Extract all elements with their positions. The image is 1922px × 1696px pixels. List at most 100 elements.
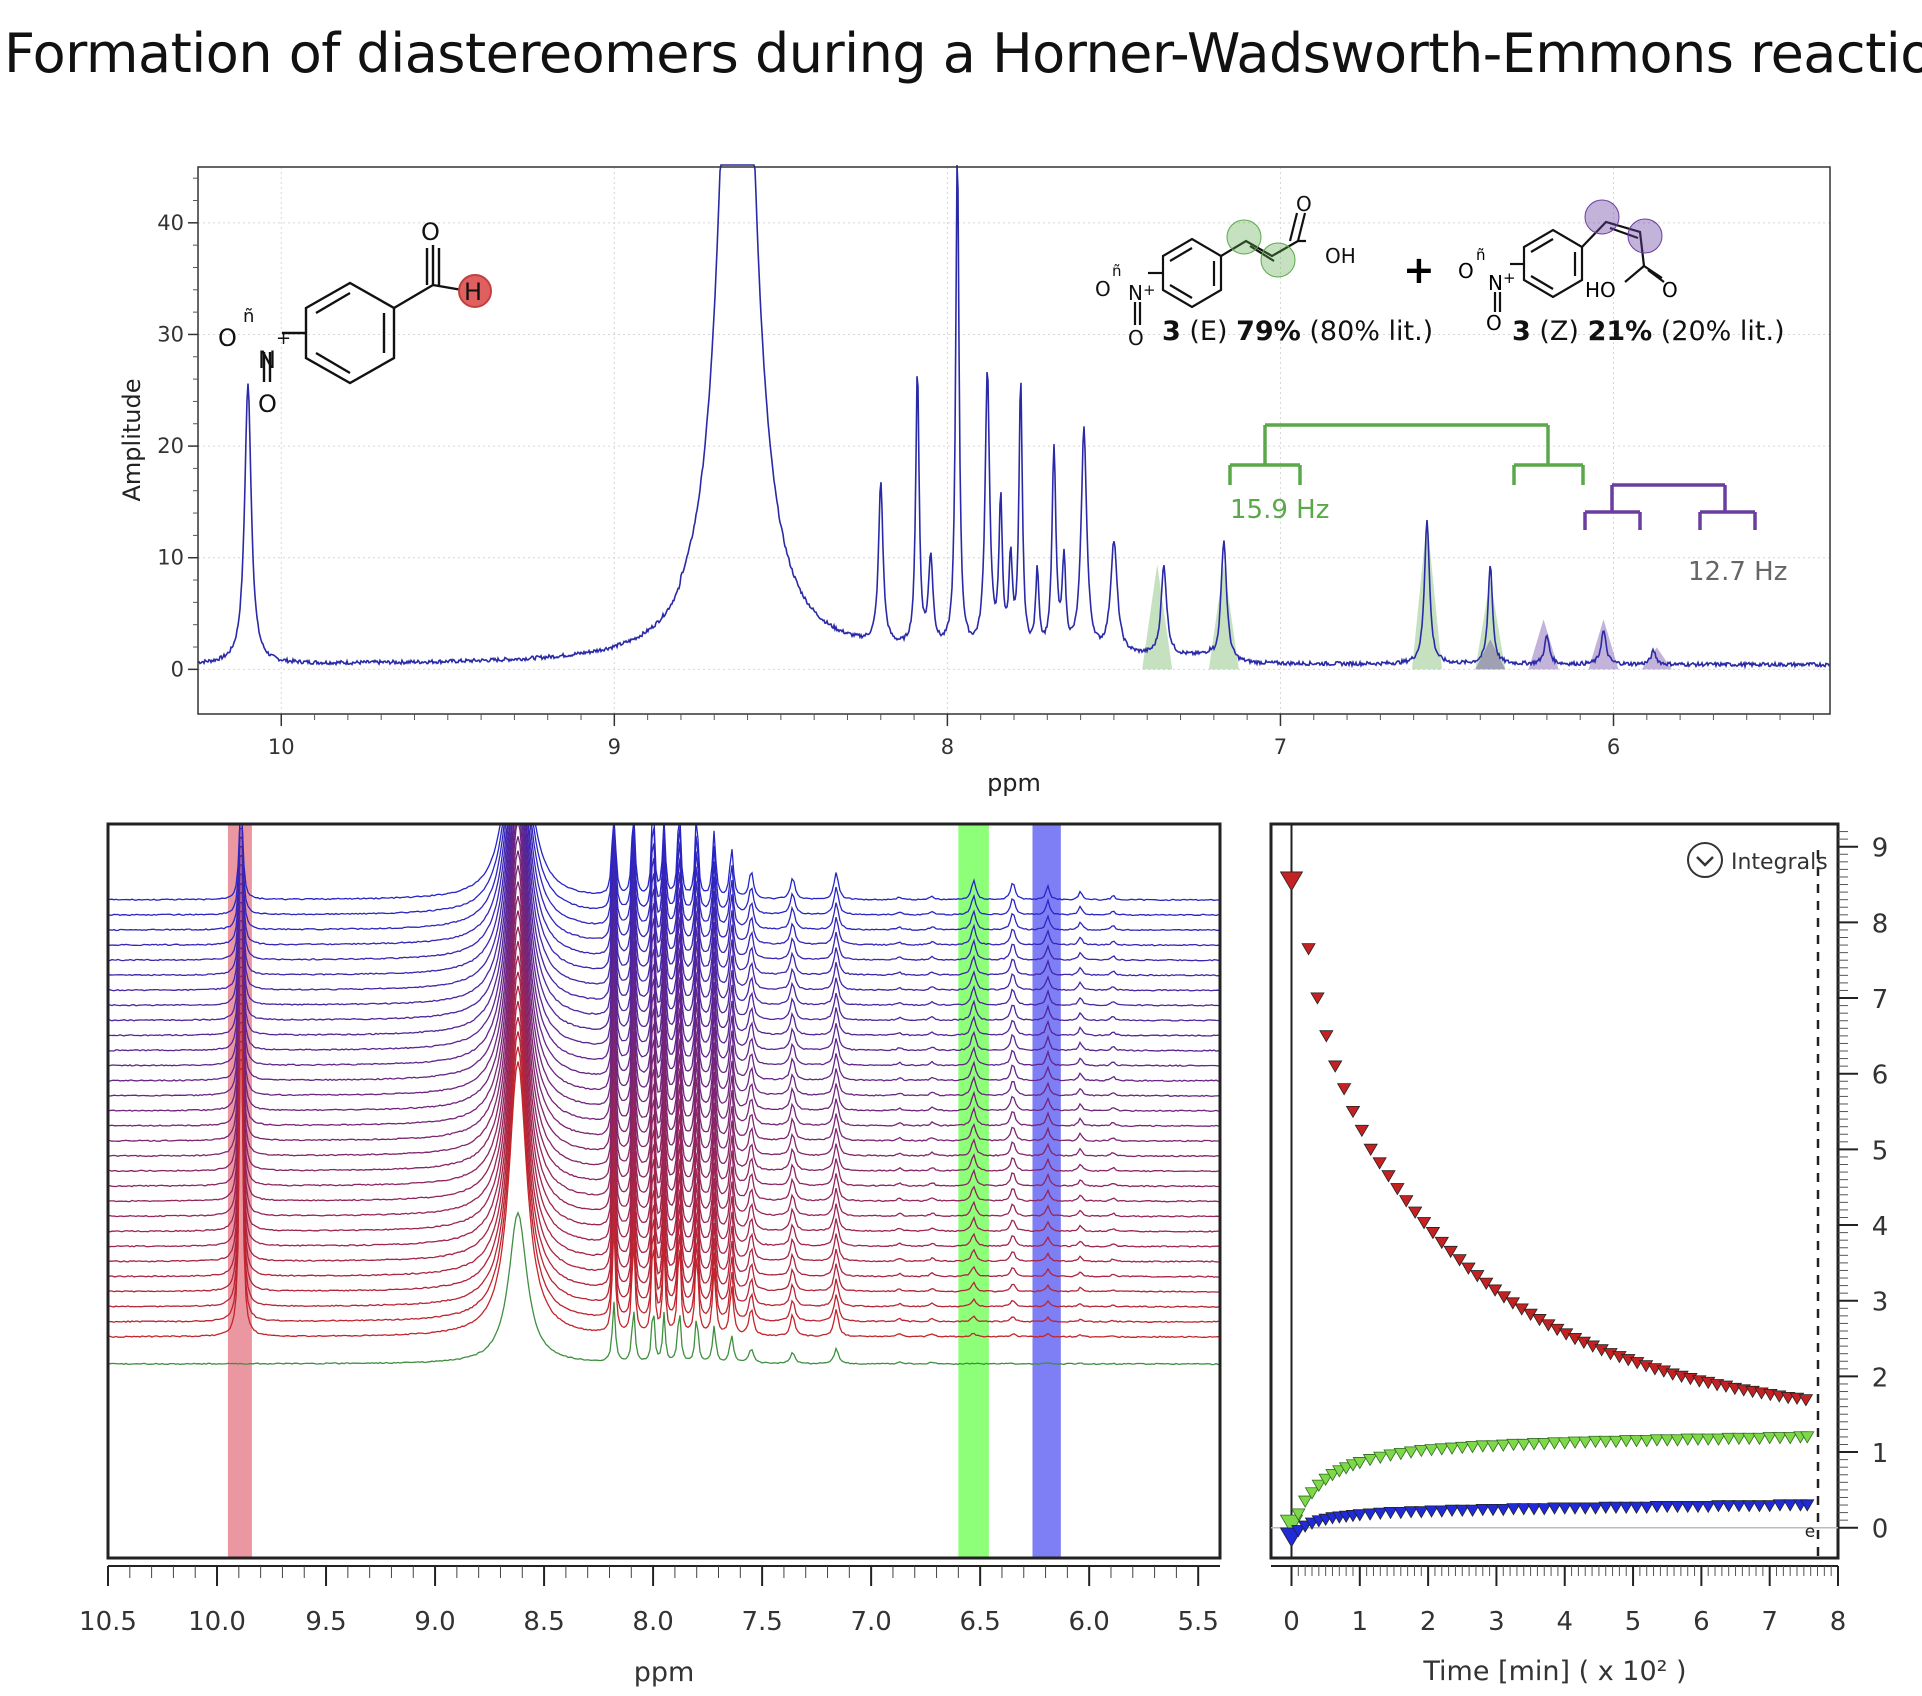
kinetics-point-red xyxy=(1656,1365,1672,1378)
e-isomer-peak-fill xyxy=(1475,579,1506,670)
kinetics-point-red xyxy=(1683,1373,1698,1386)
z-isomer-structure xyxy=(1493,220,1665,312)
kinetics-y-axis: 0 1 2 3 4 5 6 7 8 9 xyxy=(1838,831,1889,1545)
kinetics-point-blue xyxy=(1403,1506,1419,1519)
kinetics-point-green xyxy=(1578,1436,1593,1449)
chevron-down-glyph xyxy=(1696,856,1714,867)
spectrum-trace xyxy=(108,1046,1220,1324)
svg-text:3 (Z) 21% (20% lit.): 3 (Z) 21% (20% lit.) xyxy=(1512,316,1785,347)
kinetics-point-red xyxy=(1585,1340,1600,1353)
kinetics-point-red xyxy=(1345,1105,1361,1119)
kinetics-point-green xyxy=(1741,1432,1757,1446)
integration-band-blue xyxy=(1032,824,1061,1558)
chevron-down-icon[interactable] xyxy=(1687,842,1723,878)
kinetics-point-blue xyxy=(1701,1500,1716,1514)
kinetics-point-blue xyxy=(1619,1501,1634,1514)
kinetics-point-red xyxy=(1310,992,1325,1005)
kinetics-point-blue xyxy=(1547,1502,1562,1515)
e-isomer-atom-labels: O OH N + O O ñ xyxy=(1095,192,1356,350)
svg-text:O: O xyxy=(258,390,277,418)
top-x-tick-label: 9 xyxy=(608,735,621,759)
e-isomer-structure xyxy=(1133,212,1307,325)
spectrum-trace xyxy=(108,836,1220,1113)
kinetics-point-green xyxy=(1318,1473,1333,1486)
kinetics-point-blue xyxy=(1414,1506,1429,1519)
kinetics-point-green xyxy=(1383,1449,1398,1462)
spectrum-trace xyxy=(108,926,1220,1203)
kinetics-point-green xyxy=(1444,1442,1460,1455)
kinetics-point-green xyxy=(1297,1495,1313,1508)
aldehyde-h-highlight xyxy=(458,274,492,308)
kinetics-point-blue xyxy=(1670,1500,1685,1514)
kinetics-point-green xyxy=(1547,1437,1562,1450)
kinetics-point-blue xyxy=(1567,1502,1583,1515)
kinetics-point-red xyxy=(1727,1382,1743,1396)
kinetics-point-blue xyxy=(1485,1503,1501,1517)
kinetics-point-blue xyxy=(1297,1520,1313,1533)
kinetics-point-blue xyxy=(1578,1502,1593,1515)
kinetics-x-tick-label: 6 xyxy=(1693,1607,1710,1637)
kinetics-point-blue xyxy=(1475,1503,1490,1517)
kinetics-point-red xyxy=(1434,1236,1449,1250)
kinetics-y-tick-label: 2 xyxy=(1872,1363,1889,1393)
z-isomer-atom-labels: HO O N + O O ñ xyxy=(1458,246,1678,335)
kinetics-point-green xyxy=(1557,1437,1572,1450)
svg-text:ñ: ñ xyxy=(243,306,254,327)
kinetics-point-green xyxy=(1332,1465,1347,1478)
stack-x-axis-title: ppm xyxy=(634,1657,695,1688)
integration-band-red xyxy=(227,824,252,1558)
kinetics-y-tick-label: 5 xyxy=(1872,1136,1889,1166)
kinetics-point-red xyxy=(1425,1227,1441,1240)
kinetics-point-red xyxy=(1328,1060,1343,1073)
kinetics-point-green xyxy=(1721,1432,1736,1446)
svg-text:H: H xyxy=(464,278,482,306)
top-y-tick-label: 40 xyxy=(157,211,184,235)
top-grid xyxy=(198,167,1830,714)
kinetics-point-red xyxy=(1674,1370,1689,1384)
kinetics-point-green xyxy=(1660,1434,1675,1447)
spectrum-trace xyxy=(108,824,1220,917)
kinetics-point-red xyxy=(1763,1388,1778,1402)
svg-text:ñ: ñ xyxy=(1476,246,1486,264)
e-isomer-label: 3 (E) 79% (80% lit.) xyxy=(1162,316,1433,347)
kinetics-point-green xyxy=(1279,1514,1304,1535)
kinetics-point-red xyxy=(1319,1030,1334,1043)
kinetics-point-blue xyxy=(1660,1500,1675,1514)
kinetics-point-red xyxy=(1478,1277,1494,1290)
kinetics-point-green xyxy=(1567,1436,1583,1449)
stack-x-tick-label: 6.5 xyxy=(959,1607,1000,1637)
top-y-axis-title: Amplitude xyxy=(118,379,146,502)
spectrum-trace xyxy=(108,865,1220,1143)
integrals-label[interactable]: Integrals xyxy=(1731,850,1828,875)
integrals-toggle[interactable]: Integrals xyxy=(1687,842,1828,878)
stack-x-tick-label: 9.0 xyxy=(414,1607,455,1637)
coupling-bracket-z xyxy=(1583,483,1757,530)
kinetics-point-red xyxy=(1772,1390,1787,1403)
kinetics-x-tick-label: 5 xyxy=(1625,1607,1642,1637)
svg-text:+: + xyxy=(276,328,291,349)
kinetics-point-blue xyxy=(1318,1513,1333,1527)
svg-text:OH: OH xyxy=(1325,244,1356,268)
kinetics-point-red xyxy=(1718,1380,1734,1393)
stack-x-tick-label: 7.0 xyxy=(850,1607,891,1637)
kinetics-point-red xyxy=(1505,1297,1521,1310)
kinetics-point-blue xyxy=(1557,1502,1572,1515)
kinetics-point-blue xyxy=(1516,1503,1531,1516)
stack-x-tick-label: 8.5 xyxy=(523,1607,564,1637)
kinetics-point-blue xyxy=(1373,1507,1388,1520)
kinetics-point-red xyxy=(1523,1308,1538,1321)
kinetics-point-red xyxy=(1567,1332,1583,1346)
kinetics-point-green xyxy=(1619,1435,1634,1448)
kinetics-point-red xyxy=(1754,1387,1769,1400)
kinetics-y-tick-label: 8 xyxy=(1872,909,1889,939)
top-x-axis-title: ppm xyxy=(987,769,1041,797)
kinetics-point-blue xyxy=(1291,1525,1306,1538)
kinetics-x-tick-label: 0 xyxy=(1283,1607,1300,1637)
kinetics-x-tick-label: 8 xyxy=(1830,1607,1847,1637)
kinetics-point-red xyxy=(1416,1217,1432,1230)
kinetics-point-blue xyxy=(1782,1499,1798,1512)
stack-plot-frame xyxy=(106,822,1222,1560)
top-y-tick-label: 30 xyxy=(157,322,184,346)
kinetics-point-green xyxy=(1752,1432,1767,1446)
kinetics-point-green xyxy=(1690,1433,1706,1446)
